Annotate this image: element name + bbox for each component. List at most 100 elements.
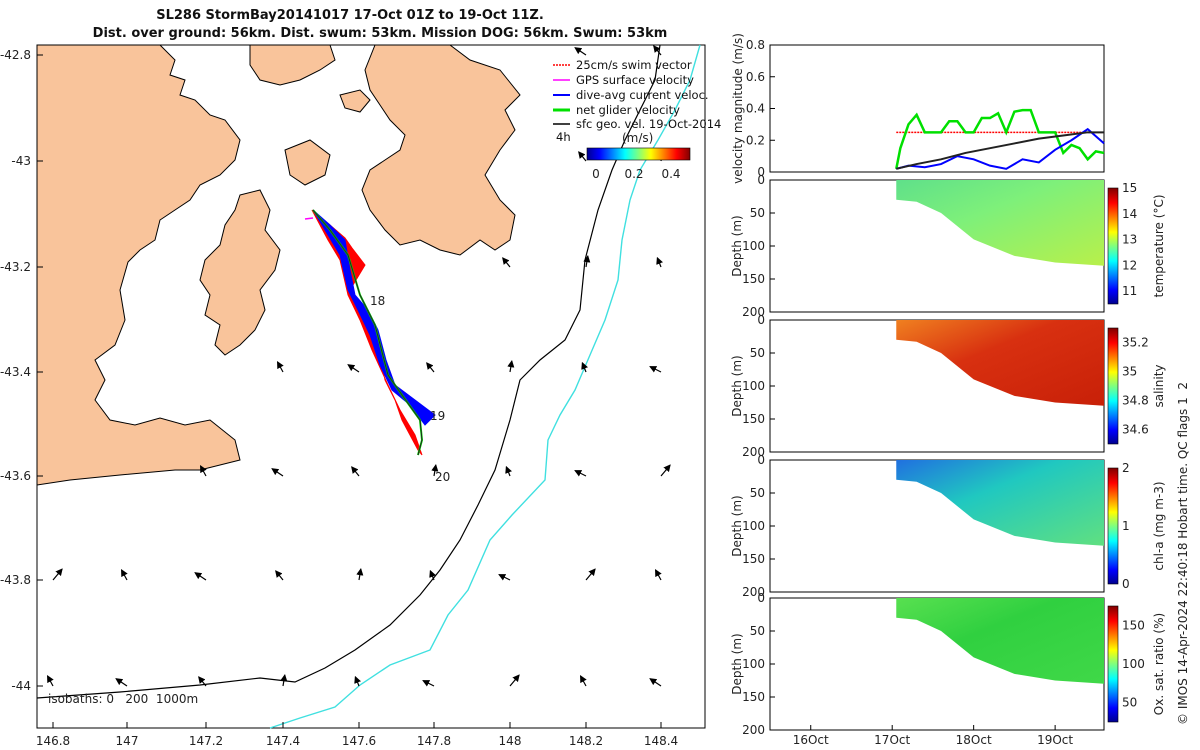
depth-ylabel: Depth (m) (730, 633, 744, 694)
velocity-series-glider-speed (896, 131, 1104, 170)
geo-arrow (280, 674, 288, 687)
colorbar-tick-label: 11 (1122, 284, 1137, 298)
geo-arrow (653, 45, 662, 56)
velocity-ytick-label: 0 (757, 165, 765, 179)
geo-arrow (507, 360, 515, 373)
depth-tick-label: 0 (757, 453, 765, 467)
depth-tick-label: 50 (750, 206, 765, 220)
geo-arrow (660, 464, 671, 477)
lat-tick-label: -43.8 (0, 573, 31, 587)
colorbar-tick-label: 35 (1122, 365, 1137, 379)
geo-arrow (498, 574, 511, 581)
colorbar-tick-label: 15 (1122, 181, 1137, 195)
geo-arrow (275, 570, 284, 581)
geo-arrow (426, 362, 435, 373)
lon-tick-label: 147.2 (189, 734, 223, 748)
colorbar-label: chl-a (mg m-3) (1152, 481, 1166, 570)
map-colorbar-tick-0: 0 (592, 167, 600, 181)
depth-tick-label: 150 (742, 412, 765, 426)
velocity-ytick-label: 0.8 (746, 38, 765, 52)
geo-arrow (655, 569, 662, 581)
geo-arrow (115, 678, 128, 687)
geo-arrow (422, 680, 435, 687)
colorbar-tick-label: 150 (1122, 618, 1145, 632)
colorbar-label: Ox. sat. ratio (%) (1152, 613, 1166, 715)
track-line (312, 209, 423, 456)
legend-sfc-geo: sfc geo. vel. 19-Oct-2014 (576, 117, 721, 131)
geo-arrow (356, 568, 364, 581)
velocity-series-dive-avg-current-veloc- (896, 127, 1105, 170)
depth-tick-label: 50 (750, 624, 765, 638)
geo-arrow (656, 256, 663, 268)
day-label-18: 18 (370, 294, 385, 308)
geo-arrow (194, 572, 207, 581)
depth-tick-label: 150 (742, 690, 765, 704)
lon-tick-label: 148.4 (644, 734, 678, 748)
geo-arrow (277, 361, 284, 373)
colorbar-label: salinity (1152, 364, 1166, 407)
depth-tick-label: 200 (742, 585, 765, 599)
gps-surface-vector (304, 217, 314, 220)
depth-tick-label: 100 (742, 519, 765, 533)
velocity-panel-frame (769, 44, 1105, 173)
geo-arrow (431, 464, 439, 477)
lon-tick-label: 148 (499, 734, 522, 748)
depth-tick-label: 50 (750, 486, 765, 500)
lat-tick-label: -43.2 (0, 260, 31, 274)
four-hour-label: 4h (556, 130, 571, 144)
geo-arrow (47, 675, 54, 687)
copyright-note: © IMOS 14-Apr-2024 22:40:18 Hobart time.… (1176, 382, 1190, 725)
section-colorbar (1107, 187, 1119, 305)
geo-arrow (505, 465, 512, 477)
velocity-series-net-glider-velocity (895, 108, 1105, 170)
depth-tick-label: 50 (750, 346, 765, 360)
geo-arrow (574, 47, 587, 56)
colorbar-tick-label: 0 (1122, 577, 1130, 591)
depth-tick-label: 100 (742, 239, 765, 253)
geo-arrow (271, 468, 284, 477)
velocity-ytick-label: 0.4 (746, 102, 765, 116)
lon-tick-label: 147.4 (266, 734, 300, 748)
track-swim-vectors (311, 209, 423, 456)
map-axis-ticks: 146.8 147 147.2 147.4 147.6 147.8 148 148.2 148.… (0, 48, 678, 748)
time-tick-label: 16Oct (793, 733, 829, 747)
section-colorbar (1107, 467, 1119, 585)
geo-arrow (502, 257, 511, 268)
depth-ylabel: Depth (m) (730, 355, 744, 416)
day-label-20: 20 (435, 470, 450, 484)
depth-tick-label: 200 (742, 445, 765, 459)
geo-arrow (52, 568, 63, 581)
velocity-ytick-label: 0.6 (746, 70, 765, 84)
title-line-1: SL286 StormBay20141017 17-Oct 01Z to 19-… (156, 8, 544, 23)
section-colorbar (1107, 605, 1119, 723)
geo-arrow (347, 364, 360, 373)
time-tick-label: 17Oct (874, 733, 910, 747)
geo-arrow (198, 676, 207, 687)
geo-arrow (509, 674, 520, 687)
depth-tick-label: 200 (742, 305, 765, 319)
section-data-3 (896, 460, 1104, 546)
map-colorbar-tick-2: 0.4 (661, 167, 680, 181)
title-line-2: Dist. over ground: 56km. Dist. swum: 53k… (93, 26, 668, 41)
colorbar-tick-label: 1 (1122, 519, 1130, 533)
track-dive-avg-current (312, 209, 436, 426)
geo-arrow (351, 466, 360, 477)
geo-arrow (578, 151, 587, 162)
isobath-200m (36, 44, 661, 699)
geo-arrow (429, 569, 436, 581)
map-colorbar-tick-1: 0.2 (624, 167, 643, 181)
geo-arrow (354, 675, 361, 687)
lon-tick-label: 147 (116, 734, 139, 748)
depth-tick-label: 150 (742, 272, 765, 286)
section-data-1 (896, 180, 1104, 266)
lat-tick-label: -42.8 (0, 48, 31, 62)
colorbar-tick-label: 2 (1122, 461, 1130, 475)
lat-tick-label: -43.4 (0, 365, 31, 379)
legend-net-glider: net glider velocity (576, 103, 680, 117)
lat-tick-label: -44 (11, 679, 31, 693)
depth-ylabel: Depth (m) (730, 495, 744, 556)
lon-tick-label: 148.2 (569, 734, 603, 748)
day-label-19: 19 (430, 409, 445, 423)
geo-arrow (200, 465, 207, 477)
isobath-1000m (269, 44, 701, 729)
